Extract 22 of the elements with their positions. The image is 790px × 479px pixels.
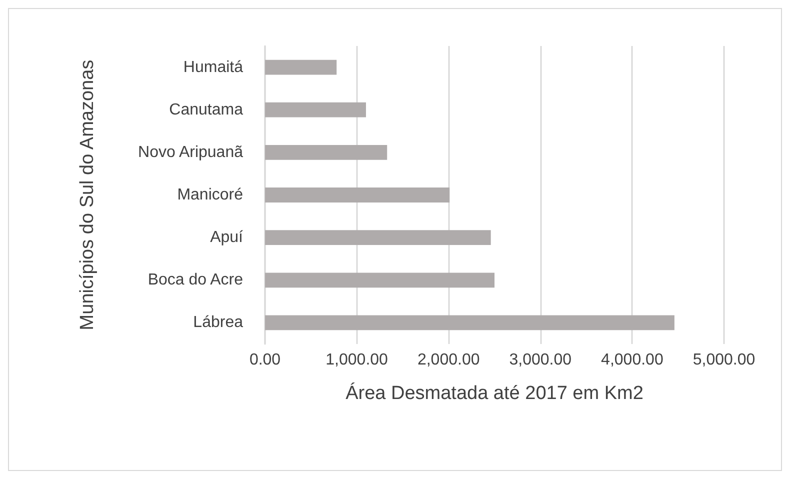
- y-tick-label: Canutama: [169, 101, 244, 118]
- x-tick-label: 3,000.00: [509, 352, 572, 368]
- y-tick-label: Novo Aripuanã: [138, 144, 244, 161]
- y-tick-label: Lábrea: [193, 314, 244, 332]
- x-axis-title: Área Desmatada até 2017 em Km2: [346, 382, 644, 404]
- x-tick-label: 1,000.00: [326, 352, 388, 368]
- y-tick-label: Apuí: [210, 229, 244, 246]
- bar: [265, 272, 494, 288]
- x-tick-label: 5,000.00: [692, 352, 756, 368]
- y-tick-label: Boca do Acre: [148, 272, 244, 289]
- y-tick-label: Manicoré: [177, 186, 244, 204]
- bar: [265, 102, 366, 118]
- x-tick-label: 2,000.00: [417, 352, 480, 368]
- bar: [265, 60, 337, 75]
- y-axis-title: Municípios do Sul do Amazonas: [77, 60, 98, 330]
- bar: [265, 188, 450, 202]
- bar: [265, 230, 491, 246]
- x-tick-label: 4,000.00: [601, 352, 664, 368]
- bar: [265, 144, 388, 160]
- y-tick-label: Humaitá: [183, 58, 244, 76]
- bar: [265, 315, 674, 330]
- x-tick-label: 0.00: [249, 352, 281, 368]
